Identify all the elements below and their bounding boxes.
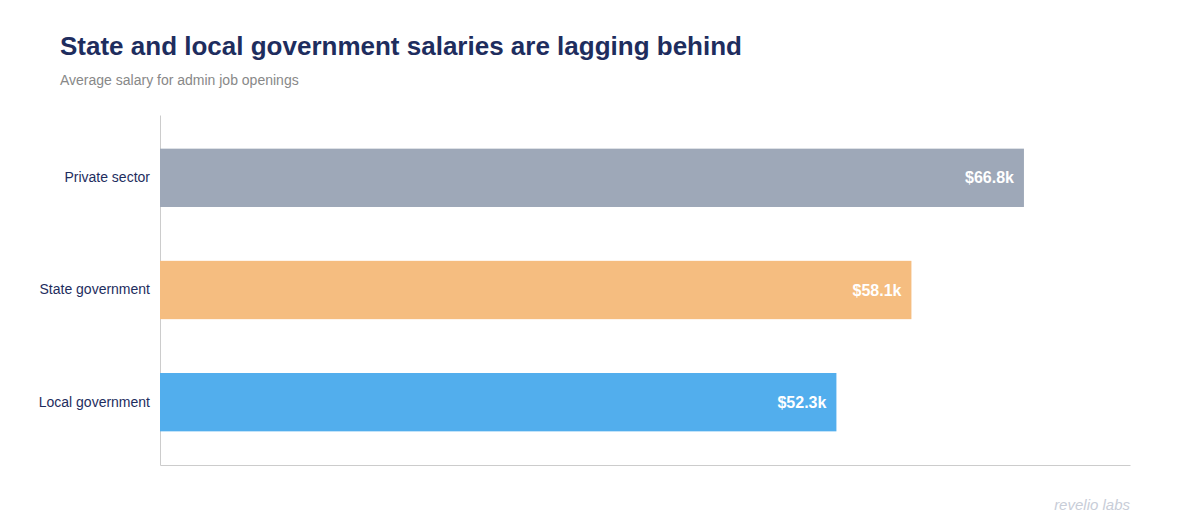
data-label: $66.8k	[965, 169, 1014, 186]
data-label: $52.3k	[777, 394, 826, 411]
y-tick-label: Local government	[39, 394, 150, 410]
y-tick: Private sector	[64, 169, 150, 185]
chart: State and local government salaries are …	[0, 0, 1200, 525]
data-label: $58.1k	[852, 282, 901, 299]
bar	[160, 149, 1024, 207]
plot: Private sector State government Local gove…	[39, 116, 1131, 466]
bar	[160, 373, 836, 431]
y-axis: Private sector State government Local gove…	[39, 116, 161, 466]
y-tick: Local government	[39, 394, 150, 410]
title: State and local government salaries are …	[60, 31, 742, 61]
data-labels: $66.8k $58.1k $52.3k	[777, 169, 1014, 410]
bars	[160, 149, 1024, 432]
x-axis-line	[161, 465, 1131, 466]
y-tick-label: Private sector	[64, 169, 150, 185]
y-tick-label: State government	[39, 281, 150, 297]
x-axis	[161, 465, 1131, 466]
subtitle: Average salary for admin job openings	[60, 72, 299, 88]
bar	[160, 261, 911, 319]
annotation: revelio labs	[1054, 496, 1130, 513]
y-tick: State government	[39, 281, 150, 297]
